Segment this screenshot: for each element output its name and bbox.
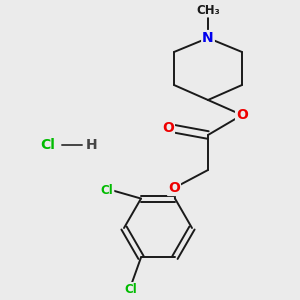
Text: Cl: Cl xyxy=(100,184,113,197)
Text: Cl: Cl xyxy=(40,138,56,152)
Text: O: O xyxy=(168,181,180,195)
Text: N: N xyxy=(202,31,214,45)
Text: O: O xyxy=(162,121,174,135)
Text: H: H xyxy=(86,138,98,152)
Text: O: O xyxy=(236,108,248,122)
Text: Cl: Cl xyxy=(124,283,137,296)
Text: CH₃: CH₃ xyxy=(196,4,220,16)
